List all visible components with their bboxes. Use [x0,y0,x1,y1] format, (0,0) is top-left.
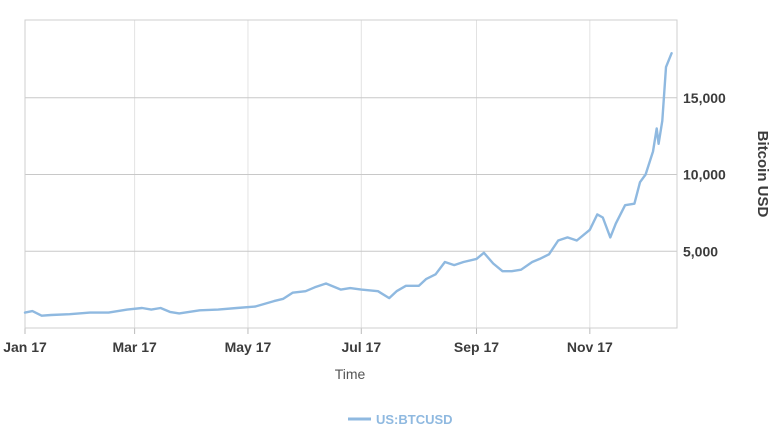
legend-label[interactable]: US:BTCUSD [376,412,453,427]
x-tick-labels: Jan 17 Mar 17 May 17 Jul 17 Sep 17 Nov 17 [3,339,613,355]
plot-frame [24,19,678,329]
grid-lines [24,20,677,328]
y-axis-label: Bitcoin USD [754,131,771,218]
y-tick-labels: 5,000 10,000 15,000 [683,90,726,260]
series-line-btcusd [23,52,673,317]
y-tick-label: 15,000 [683,90,726,106]
x-tick-label: Sep 17 [454,339,499,355]
x-tick-label: Jan 17 [3,339,47,355]
x-tick-label: Nov 17 [567,339,613,355]
series-group [23,52,673,317]
chart-axes [24,19,678,334]
x-axis-label: Time [335,366,366,382]
x-tick-label: Jul 17 [341,339,381,355]
x-tick-label: May 17 [225,339,272,355]
x-tick-label: Mar 17 [112,339,157,355]
y-tick-label: 5,000 [683,243,718,259]
y-tick-label: 10,000 [683,167,726,183]
legend[interactable]: US:BTCUSD [348,412,453,427]
